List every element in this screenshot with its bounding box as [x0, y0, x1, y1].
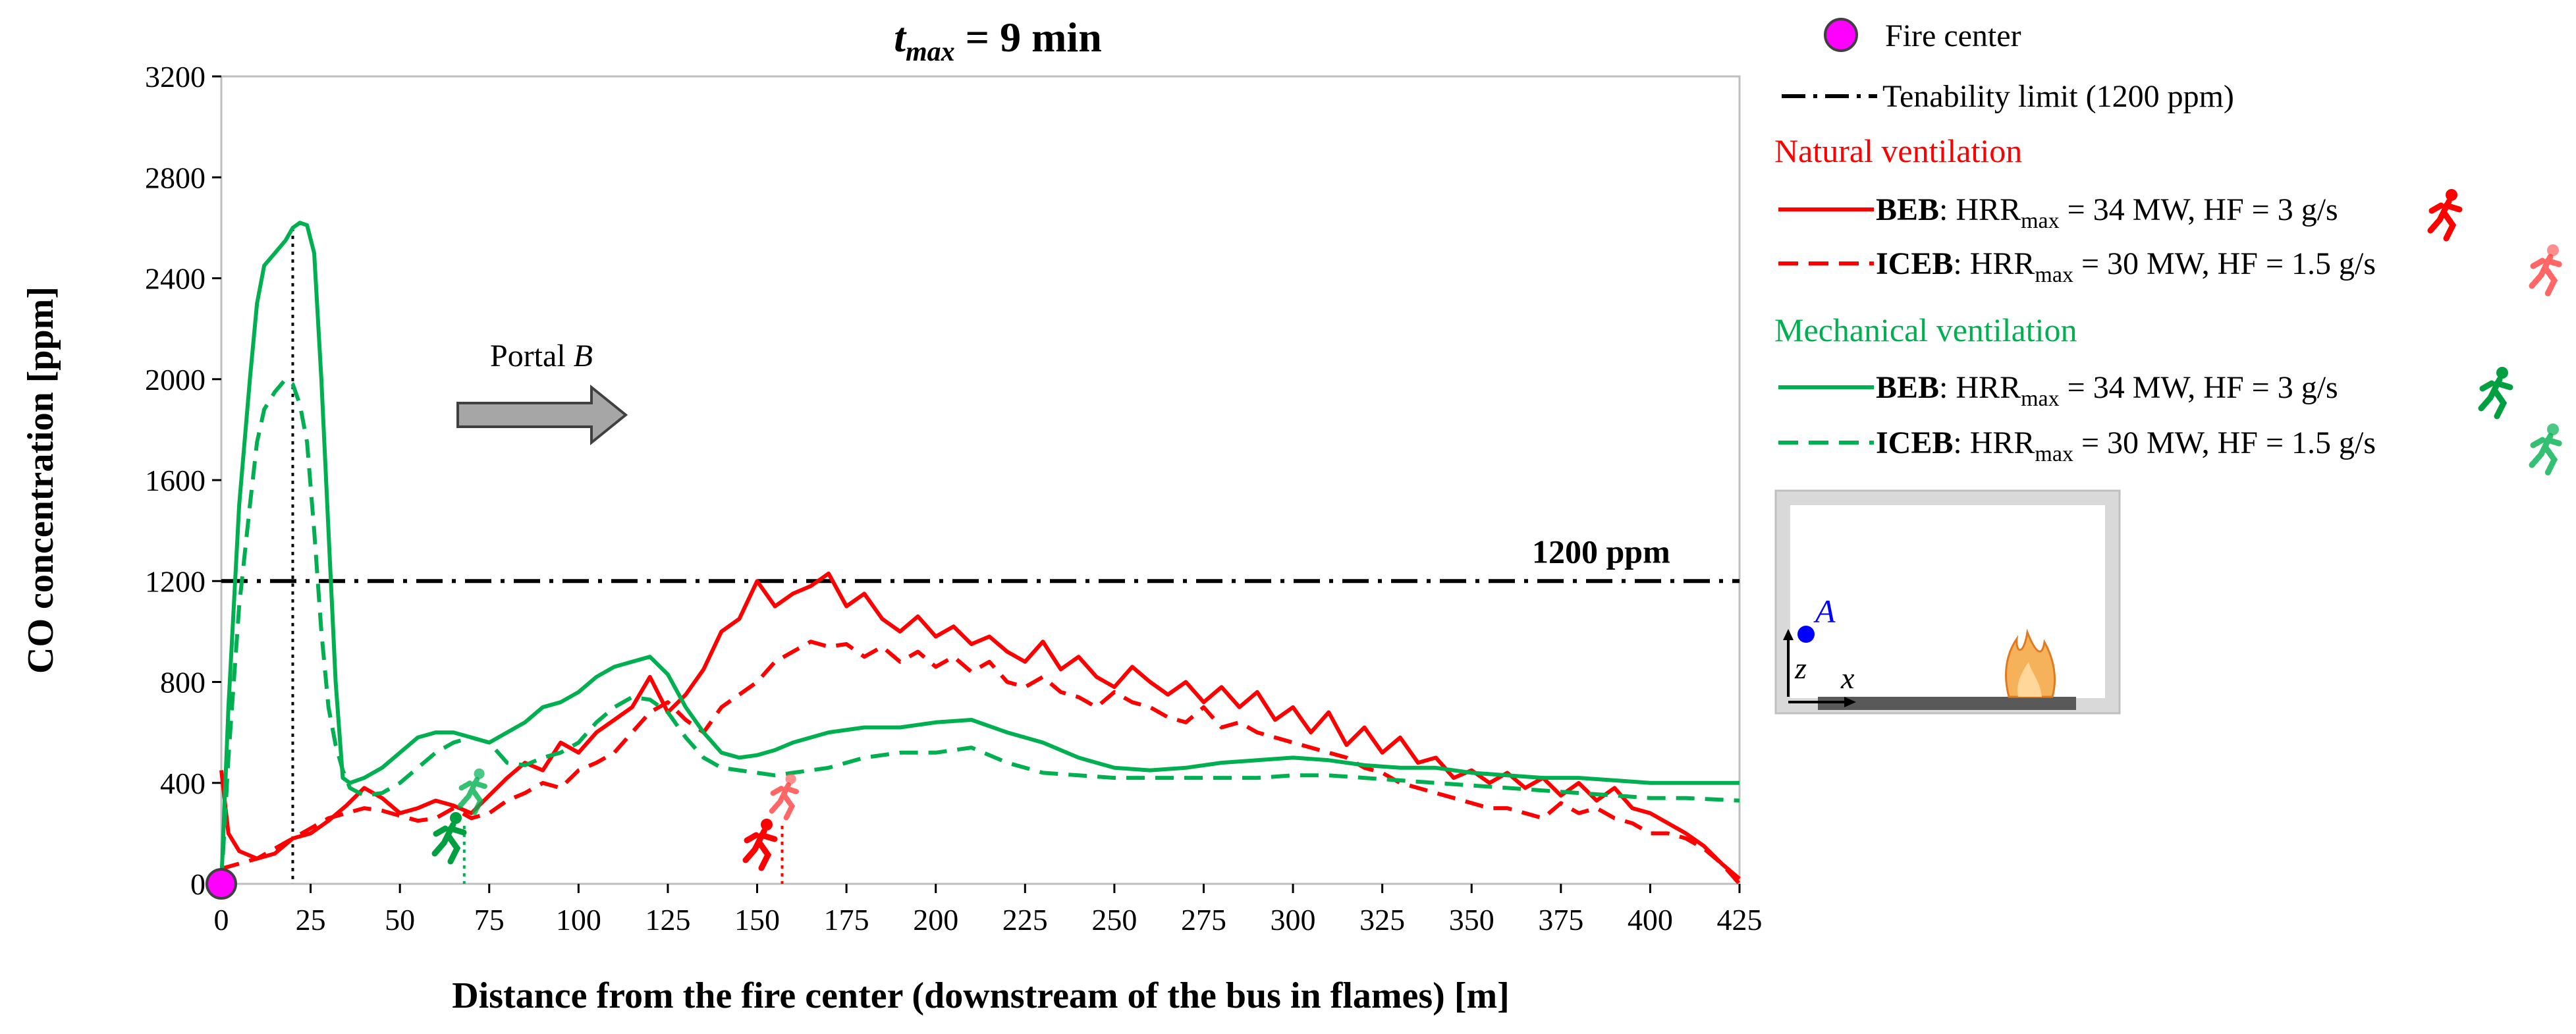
x-tick-label: 275	[1181, 903, 1226, 937]
legend-nat-beb-label: BEB: HRRmax = 34 MW, HF = 3 g/s	[1876, 192, 2338, 233]
y-tick-label: 1600	[145, 464, 206, 497]
y-tick-label: 3200	[145, 60, 206, 94]
x-tick-label: 0	[214, 903, 229, 937]
portal-label: Portal B	[490, 339, 593, 373]
portal-direction-arrow: Portal B	[456, 339, 628, 446]
legend-tenability-label: Tenability limit (1200 ppm)	[1882, 79, 2234, 114]
x-tick-label: 300	[1271, 903, 1316, 937]
y-tick-label: 800	[160, 666, 206, 699]
y-tick-label: 2800	[145, 161, 206, 194]
legend-natural-header: Natural ventilation	[1774, 132, 2022, 169]
runner-icon-mech-iceb	[457, 768, 489, 816]
x-axis-title: Distance from the fire center (downstrea…	[452, 975, 1510, 1016]
x-tick-label: 100	[556, 903, 601, 937]
x-tick-label: 225	[1002, 903, 1048, 937]
y-tick-label: 1200	[145, 564, 206, 598]
y-axis-ticks: 0 400 800 1200 1600 2000 2400 2800 3200	[145, 60, 221, 901]
legend-runner-icon-nat-iceb	[2529, 244, 2564, 297]
tunnel-inset: z x A	[1774, 489, 2121, 715]
x-tick-label: 125	[645, 903, 690, 937]
inset-x-arrowhead	[1844, 697, 1856, 707]
plot-area	[220, 75, 1741, 885]
x-tick-label: 25	[296, 903, 326, 937]
legend-runner-icon-mech-beb	[2478, 367, 2513, 420]
y-tick-label: 2400	[145, 262, 206, 296]
x-tick-label: 150	[734, 903, 780, 937]
inset-road-floor	[1818, 697, 2076, 710]
inset-z-label: z	[1794, 651, 1807, 685]
chart-title: tmax = 9 min	[894, 14, 1102, 67]
threshold-label: 1200 ppm	[1532, 533, 1670, 570]
x-tick-label: 425	[1717, 903, 1763, 937]
runner-icon-mech-beb	[431, 812, 467, 865]
runner-icon-nat-beb	[742, 819, 778, 871]
legend-fire-center-swatch	[1824, 18, 1858, 52]
fire-center-marker	[206, 868, 237, 900]
x-tick-label: 250	[1091, 903, 1137, 937]
legend-mechanical-header: Mechanical ventilation	[1774, 312, 2077, 348]
runner-icon-nat-iceb	[769, 773, 801, 821]
y-tick-label: 400	[160, 767, 206, 800]
series-line-1	[221, 639, 1741, 885]
x-tick-label: 325	[1359, 903, 1405, 937]
x-tick-label: 175	[824, 903, 869, 937]
x-tick-label: 200	[913, 903, 958, 937]
legend-fire-center-label: Fire center	[1885, 18, 2021, 53]
y-tick-label: 0	[190, 867, 206, 901]
series-line-2	[219, 221, 1740, 884]
x-tick-label: 350	[1449, 903, 1494, 937]
x-tick-label: 375	[1538, 903, 1583, 937]
legend-runner-icon-mech-iceb	[2529, 423, 2564, 476]
legend-mech-iceb-label: ICEB: HRRmax = 30 MW, HF = 1.5 g/s	[1876, 425, 2376, 466]
y-axis-title: CO concentration [ppm]	[20, 286, 61, 674]
inset-flame-icon	[2005, 628, 2056, 698]
x-tick-label: 50	[385, 903, 415, 937]
x-axis-ticks: 0 25 50 75 100 125 150 175 200 225 250 275 300 325 350…	[214, 884, 1763, 937]
legend-nat-iceb-label: ICEB: HRRmax = 30 MW, HF = 1.5 g/s	[1876, 246, 2376, 287]
inset-z-arrowhead	[1783, 629, 1794, 640]
y-tick-label: 2000	[145, 363, 206, 396]
portal-arrow-shape	[456, 384, 628, 446]
legend-mech-beb-label: BEB: HRRmax = 34 MW, HF = 3 g/s	[1876, 370, 2338, 411]
inset-x-label: x	[1840, 661, 1855, 695]
inset-point-a	[1797, 626, 1815, 643]
legend-runner-icon-nat-beb	[2427, 189, 2463, 242]
x-tick-label: 400	[1628, 903, 1673, 937]
inset-tunnel-interior	[1790, 505, 2105, 698]
x-tick-label: 75	[474, 903, 505, 937]
legend: Fire center Tenability limit (1200 ppm) …	[1774, 18, 2564, 476]
inset-point-a-label: A	[1813, 593, 1836, 630]
